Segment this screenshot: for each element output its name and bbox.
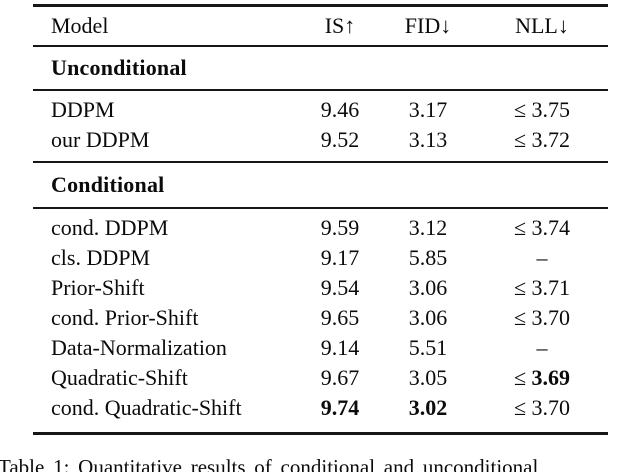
- model-cell: cond. DDPM: [51, 215, 169, 240]
- nll-cell: ≤ 3.71: [513, 275, 571, 300]
- results-table: Model IS↑ FID↓ NLL↓ Unconditional DDPM 9…: [33, 4, 608, 435]
- is-cell: 9.54: [320, 275, 360, 300]
- header-rule: [33, 45, 608, 47]
- fid-cell: 3.06: [408, 275, 448, 300]
- model-cell: Data-Normalization: [51, 335, 227, 360]
- fid-cell: 3.06: [408, 305, 448, 330]
- conditional-rows: cond. DDPM 9.59 3.12 ≤ 3.74 cls. DDPM 9.…: [33, 209, 608, 432]
- section-unconditional: Unconditional: [33, 47, 608, 89]
- model-cell: Prior-Shift: [51, 275, 145, 300]
- bottom-rule: [33, 432, 608, 435]
- model-cell: cls. DDPM: [51, 245, 151, 270]
- table-row: Data-Normalization 9.14 5.51 –: [33, 333, 608, 363]
- fid-cell: 5.85: [408, 245, 448, 270]
- is-cell: 9.52: [320, 127, 360, 152]
- nll-best-value: 3.69: [531, 365, 571, 390]
- model-cell: Quadratic-Shift: [51, 365, 188, 390]
- group-rule: [33, 161, 608, 163]
- nll-cell: ≤ 3.75: [513, 97, 571, 122]
- table-row: DDPM 9.46 3.17 ≤ 3.75: [33, 95, 608, 125]
- fid-cell: 5.51: [408, 335, 448, 360]
- nll-cell: ≤ 3.74: [513, 215, 571, 240]
- model-cell: cond. Prior-Shift: [51, 305, 199, 330]
- fid-cell: 3.12: [408, 215, 448, 240]
- section-title: Unconditional: [51, 55, 187, 80]
- section-title: Conditional: [51, 172, 165, 197]
- table-row: Prior-Shift 9.54 3.06 ≤ 3.71: [33, 273, 608, 303]
- fid-cell: 3.17: [408, 97, 448, 122]
- nll-cell: ≤ 3.72: [513, 127, 571, 152]
- is-cell: 9.65: [320, 305, 360, 330]
- table-header-row: Model IS↑ FID↓ NLL↓: [33, 7, 608, 45]
- table-row: cls. DDPM 9.17 5.85 –: [33, 243, 608, 273]
- table-row: Quadratic-Shift 9.67 3.05 ≤ 3.69: [33, 363, 608, 393]
- table-row: our DDPM 9.52 3.13 ≤ 3.72: [33, 125, 608, 155]
- table-row: cond. Quadratic-Shift 9.74 3.02 ≤ 3.70: [33, 393, 608, 423]
- model-cell: DDPM: [51, 97, 115, 122]
- model-cell: cond. Quadratic-Shift: [51, 395, 242, 420]
- top-rule: [33, 4, 608, 7]
- header-nll: NLL↓: [515, 13, 569, 38]
- is-cell: 9.46: [320, 97, 360, 122]
- nll-cell: –: [536, 335, 548, 360]
- header-fid: FID↓: [404, 13, 452, 38]
- table-caption: Table 1: Quantitative results of conditi…: [0, 455, 539, 472]
- is-cell: 9.14: [320, 335, 360, 360]
- fid-cell: 3.13: [408, 127, 448, 152]
- header-model: Model: [51, 13, 109, 38]
- section-conditional: Conditional: [33, 163, 608, 207]
- model-cell: our DDPM: [51, 127, 150, 152]
- is-cell: 9.74: [320, 395, 360, 420]
- nll-cell: ≤ 3.69: [476, 363, 608, 393]
- unconditional-rows: DDPM 9.46 3.17 ≤ 3.75 our DDPM 9.52 3.13…: [33, 91, 608, 161]
- fid-cell: 3.02: [408, 395, 448, 420]
- table-row: cond. DDPM 9.59 3.12 ≤ 3.74: [33, 213, 608, 243]
- nll-leq: ≤: [513, 365, 532, 390]
- table-row: cond. Prior-Shift 9.65 3.06 ≤ 3.70: [33, 303, 608, 333]
- header-is: IS↑: [324, 13, 356, 38]
- nll-cell: ≤ 3.70: [513, 395, 571, 420]
- fid-cell: 3.05: [408, 365, 448, 390]
- section-rule: [33, 207, 608, 209]
- is-cell: 9.59: [320, 215, 360, 240]
- nll-cell: ≤ 3.70: [513, 305, 571, 330]
- is-cell: 9.17: [320, 245, 360, 270]
- is-cell: 9.67: [320, 365, 360, 390]
- nll-cell: –: [536, 245, 548, 270]
- section-rule: [33, 89, 608, 91]
